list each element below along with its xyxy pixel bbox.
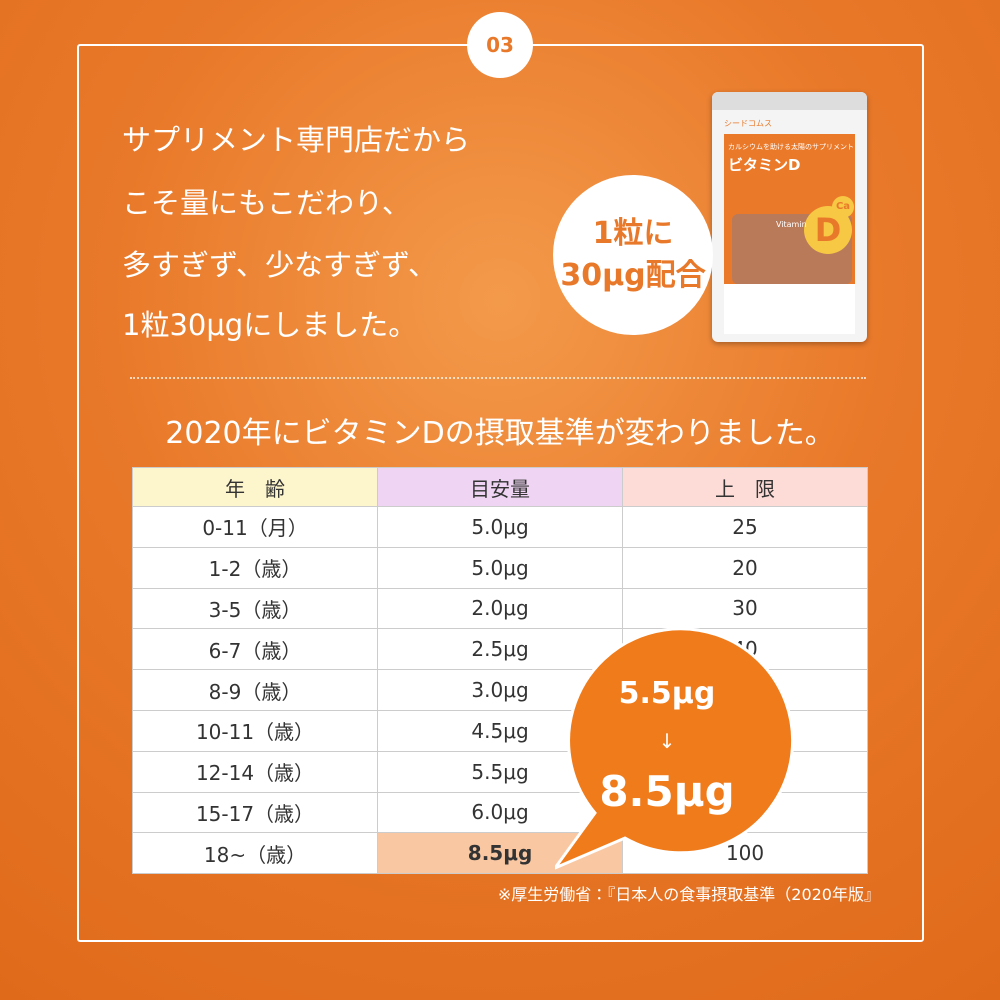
- table-cell: 0-11（月）: [131, 506, 379, 548]
- package-top: [712, 92, 867, 110]
- callout-bubble: [555, 628, 795, 870]
- callout-arrow: ↓: [659, 729, 676, 753]
- dose-circle: 1粒に 30μg配合: [553, 175, 713, 335]
- callout: 5.5μg ↓ 8.5μg: [555, 628, 795, 870]
- table-cell: 6-7（歳）: [131, 628, 379, 671]
- dose-line: 1粒に: [592, 216, 674, 251]
- intro-line: サプリメント専門店だから: [122, 123, 471, 157]
- table-cell: 8-9（歳）: [131, 669, 379, 711]
- table-row: 0-11（月） 5.0μg 25: [131, 506, 868, 548]
- package-bottom: [724, 284, 855, 334]
- intro-line: 多すぎず、少なすぎず、: [122, 248, 437, 282]
- divider: [130, 377, 866, 379]
- table-cell: 12-14（歳）: [131, 750, 379, 793]
- product-package: シードコムス カルシウムを助ける太陽のサプリメント ビタミンD D Vitami…: [712, 92, 867, 342]
- table-cell: 6.0μg: [377, 791, 624, 834]
- table-cell: 20: [622, 546, 868, 589]
- table-row: 1-2（歳） 5.0μg 20: [131, 546, 868, 589]
- header-cell: 年 齢: [131, 467, 379, 507]
- subtitle: 2020年にビタミンDの摂取基準が変わりました。: [165, 416, 835, 451]
- header-cell: 目安量: [377, 467, 624, 507]
- table-cell: 18~（歳）: [131, 832, 379, 875]
- table-cell: 5.0μg: [377, 546, 624, 589]
- callout-before: 5.5μg: [619, 676, 716, 711]
- package-vitamin: Vitamin: [776, 220, 807, 229]
- intro-line: こそ量にもこだわり、: [122, 186, 411, 220]
- intro-line: 1粒30μgにしました。: [122, 308, 418, 342]
- table-cell: 15-17（歳）: [131, 791, 379, 834]
- table-cell: 3-5（歳）: [131, 587, 379, 630]
- header-row: 年 齢目安量上 限: [131, 467, 868, 507]
- package-name: ビタミンD: [728, 156, 801, 174]
- table-cell: 30: [622, 587, 868, 630]
- package-tagline: カルシウムを助ける太陽のサプリメント: [728, 143, 854, 151]
- table-cell: 1-2（歳）: [131, 546, 379, 589]
- package-brand: シードコムス: [724, 119, 772, 128]
- header-cell: 上 限: [622, 467, 868, 507]
- dose-line: 30μg配合: [560, 258, 706, 293]
- table-cell: 2.0μg: [377, 587, 624, 630]
- badge: 03: [467, 12, 533, 78]
- table-cell: 10-11（歳）: [131, 709, 379, 752]
- table-cell: 2.5μg: [377, 628, 624, 671]
- callout-after: 8.5μg: [599, 767, 734, 816]
- table-cell: 5.0μg: [377, 506, 624, 548]
- table-row: 3-5（歳） 2.0μg 30: [131, 587, 868, 630]
- table-cell: 25: [622, 506, 868, 548]
- package-ca: Ca: [832, 196, 854, 218]
- footnote: ※厚生労働省：『日本人の食事摂取基準（2020年版』: [497, 885, 880, 904]
- package-label: カルシウムを助ける太陽のサプリメント ビタミンD D Vitamin Ca: [724, 134, 855, 334]
